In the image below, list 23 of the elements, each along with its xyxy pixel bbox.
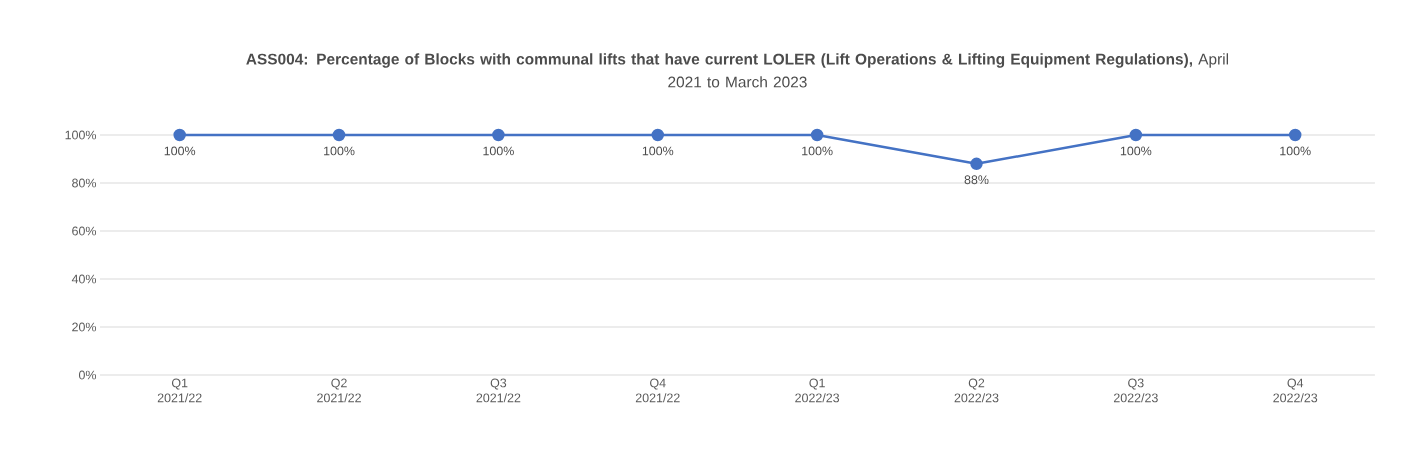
data-label: 100% (642, 146, 674, 156)
y-tick-label: 20% (72, 322, 97, 332)
x-tick-label: Q3 2021/22 (476, 378, 521, 403)
data-label: 100% (1280, 146, 1311, 156)
y-tick-label: 60% (72, 226, 97, 236)
data-label: 100% (324, 146, 355, 156)
y-tick-label: 100% (65, 130, 97, 140)
x-tick-label: Q2 2022/23 (954, 378, 999, 403)
chart-title: ASS004: Percentage of Blocks with communal lifts that have current LOLER (Lift Operations & Lifting Equipment Regulations), April 2021 to March 2023 (246, 53, 1229, 88)
data-label: 100% (164, 146, 196, 156)
x-tick-label: Q2 2021/22 (317, 378, 361, 403)
x-tick-label: Q1 2021/22 (157, 378, 202, 403)
y-tick-label: 0% (78, 370, 97, 380)
y-tick-label: 80% (72, 178, 97, 188)
x-tick-label: Q4 2022/23 (1273, 378, 1318, 403)
data-label: 100% (1120, 146, 1152, 156)
y-tick-label: 40% (71, 274, 97, 284)
x-tick-label: Q4 2021/22 (635, 378, 680, 403)
data-label: 100% (483, 146, 514, 156)
x-tick-label: Q3 2022/23 (1113, 378, 1158, 403)
data-label: 100% (802, 146, 833, 156)
data-label: 88% (964, 175, 989, 185)
x-tick-label: Q1 2022/23 (795, 378, 840, 403)
